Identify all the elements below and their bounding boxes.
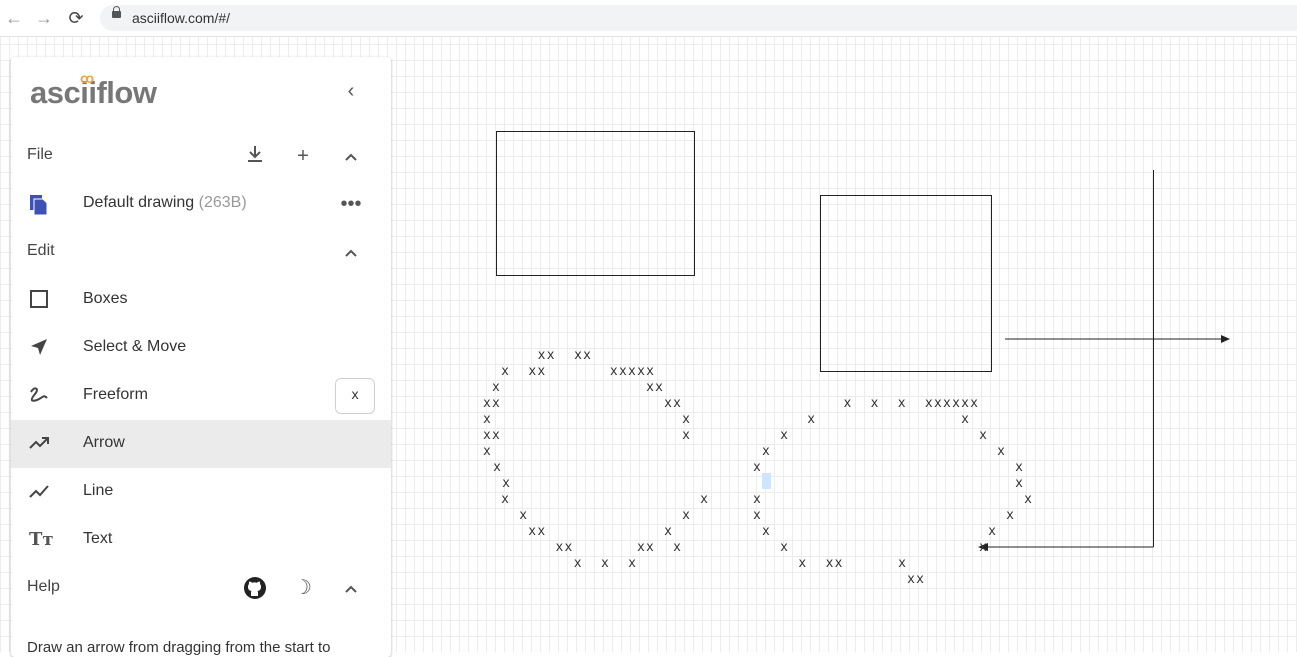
drawing-item[interactable]: Default drawing (263B) •••	[11, 180, 391, 228]
ascii-text-row: x x	[753, 540, 987, 555]
tool-label: Boxes	[83, 290, 128, 307]
tool-label: Arrow	[83, 434, 125, 451]
address-bar[interactable]: asciiflow.com/#/	[100, 5, 1297, 31]
plus-icon[interactable]: +	[297, 145, 309, 167]
ascii-text-row: x x	[753, 428, 987, 443]
section-label: File	[27, 146, 53, 163]
tool-label: Line	[83, 482, 114, 499]
ascii-freeform-left[interactable]: xx xx x xx xxxxx x xxxx xxx xxx xx x x x…	[483, 348, 708, 571]
back-arrow-icon[interactable]: ←	[5, 8, 23, 28]
ascii-text-row: x x	[753, 524, 996, 539]
forward-arrow-icon[interactable]: →	[35, 8, 53, 28]
ascii-text-row: x	[483, 460, 501, 475]
logo: asciiflow oo	[30, 70, 157, 111]
ascii-text-row: x x x xxxxxx	[753, 396, 978, 411]
github-icon[interactable]	[243, 576, 267, 600]
tool-select-move[interactable]: Select & Move	[11, 324, 391, 372]
ascii-text-row: x x	[483, 412, 690, 427]
dark-mode-moon-icon[interactable]: ☽	[294, 577, 312, 599]
browser-toolbar: ← → ⟳ asciiflow.com/#/	[0, 0, 1297, 37]
cursor-cell	[762, 473, 771, 489]
ascii-text-row: x x	[753, 412, 969, 427]
drawing-size: (263B)	[198, 194, 247, 211]
tool-boxes[interactable]: Boxes	[11, 276, 391, 324]
ascii-text-row: x	[483, 444, 491, 459]
url-text: asciiflow.com/#/	[132, 10, 231, 26]
ascii-text-row: x x	[753, 492, 1032, 507]
ascii-box[interactable]	[820, 195, 992, 372]
tool-freeform[interactable]: Freeform x	[11, 372, 391, 420]
ascii-text-row: x x x	[483, 556, 636, 571]
text-icon: Tт	[29, 529, 54, 550]
sidebar-panel: asciiflow oo ‹ File + Default drawing (2…	[11, 57, 391, 657]
reload-icon[interactable]: ⟳	[68, 8, 84, 28]
chevron-up-icon[interactable]	[339, 144, 363, 168]
square-icon	[29, 290, 49, 310]
canvas-drawing: xx xx x xx xxxxx x xxxx xxx xxx xx x x x…	[483, 131, 1230, 587]
ascii-text-row: x x	[483, 508, 690, 523]
ascii-text-row: x xx xxxxx	[483, 364, 654, 379]
ascii-text-row: x x	[753, 444, 1005, 459]
ascii-box[interactable]	[496, 131, 695, 276]
ascii-text-row: x	[483, 476, 510, 491]
section-label: Help	[27, 578, 60, 595]
ascii-text-row: x x	[753, 460, 1023, 475]
drawing-name: Default drawing	[83, 194, 195, 211]
ascii-text-row: x xx x	[753, 556, 906, 571]
line-chart-icon	[29, 482, 49, 502]
ascii-text-row: x xx	[483, 380, 663, 395]
tool-arrow[interactable]: Arrow	[11, 420, 391, 468]
ascii-text-row: x x	[753, 508, 1014, 523]
section-help[interactable]: Help ☽	[11, 564, 391, 612]
help-description: Draw an arrow from dragging from the sta…	[27, 639, 331, 656]
section-edit[interactable]: Edit	[11, 228, 391, 276]
download-icon[interactable]	[243, 144, 267, 168]
squiggle-icon	[29, 386, 49, 406]
more-options-icon[interactable]: •••	[340, 193, 362, 215]
logo-infinity-icon: oo	[80, 70, 94, 86]
tool-label: Freeform	[83, 386, 148, 403]
chevron-up-icon[interactable]	[339, 576, 363, 600]
tool-label: Text	[83, 530, 113, 547]
tool-label: Select & Move	[83, 338, 187, 355]
ascii-text-row: xx x	[483, 524, 672, 539]
chevron-left-icon[interactable]: ‹	[347, 80, 355, 102]
ascii-text-row: xx	[753, 572, 924, 587]
ascii-text-row: xx xx x	[483, 540, 681, 555]
trending-up-icon	[29, 434, 49, 454]
section-label: Edit	[27, 242, 55, 259]
ascii-text-row: x x	[483, 492, 708, 507]
arrow-head	[978, 543, 988, 551]
ascii-text-row: xx xx	[483, 348, 591, 363]
section-file[interactable]: File +	[11, 132, 391, 180]
lock-icon	[112, 6, 121, 18]
tool-text[interactable]: Tт Text	[11, 516, 391, 564]
file-copy-icon	[29, 194, 49, 216]
ascii-freeform-right[interactable]: x x x xxxxxx x x x x x xx x xx xx	[753, 396, 1032, 587]
tool-line[interactable]: Line	[11, 468, 391, 516]
navigation-arrow-icon	[29, 338, 49, 358]
logo-text: asciiflow	[30, 75, 157, 110]
chevron-up-icon[interactable]	[339, 240, 363, 264]
ascii-text-row: xx xx	[483, 396, 681, 411]
ascii-text-row: xx x	[483, 428, 690, 443]
ascii-text-row: x	[753, 476, 1023, 491]
arrow-head	[1221, 335, 1230, 343]
freeform-char-button[interactable]: x	[335, 378, 375, 414]
